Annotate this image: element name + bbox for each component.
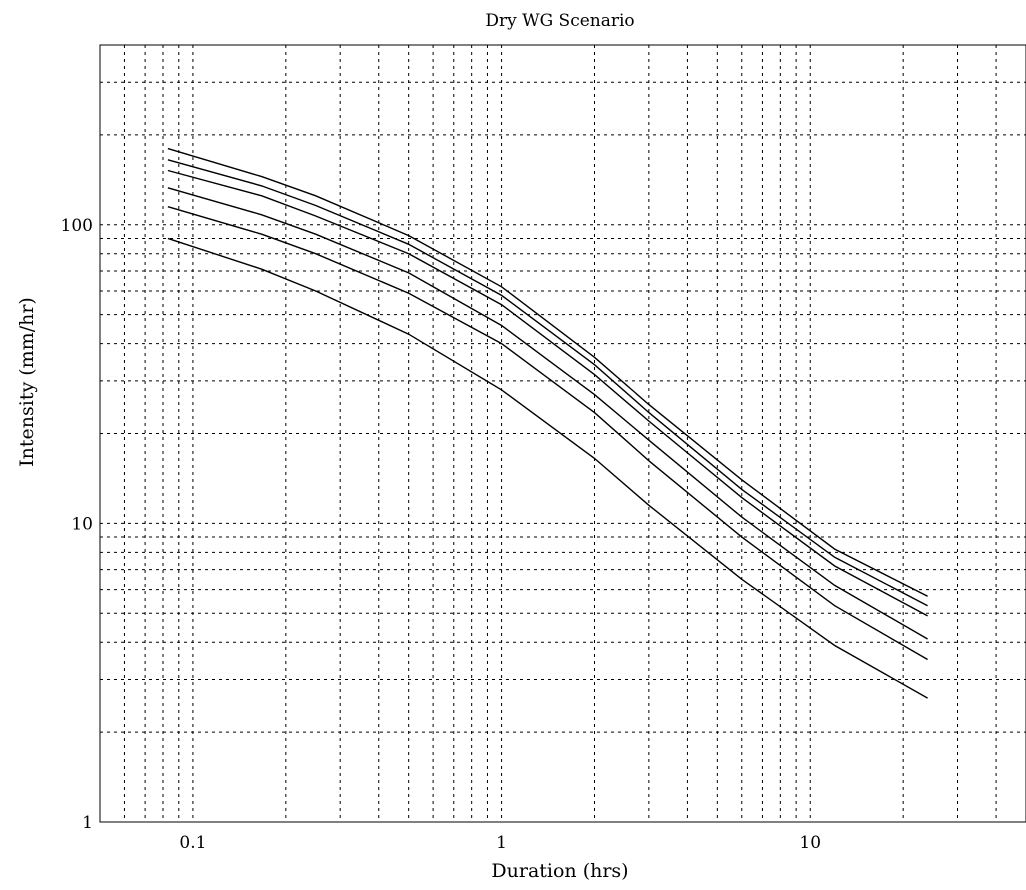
y-axis-title: Intensity (mm/hr) <box>16 297 38 467</box>
series-line-1 <box>167 147 928 597</box>
series-line-5 <box>167 206 928 661</box>
x-axis-title: Duration (hrs) <box>491 860 628 882</box>
x-tick-label: 0.1 <box>179 833 206 853</box>
y-tick-label: 10 <box>71 514 93 534</box>
y-tick-label: 100 <box>61 216 93 236</box>
grid <box>100 45 1026 822</box>
x-tick-label: 1 <box>496 833 507 853</box>
series-lines <box>167 147 928 699</box>
chart-title: Dry WG Scenario <box>485 11 634 31</box>
tick-labels: 0.1 1 10 1 10 100 <box>61 216 822 853</box>
x-tick-label: 10 <box>799 833 821 853</box>
series-line-3 <box>167 169 928 617</box>
series-line-2 <box>167 159 928 607</box>
series-line-4 <box>167 187 928 640</box>
y-tick-label: 1 <box>82 813 93 833</box>
series-line-6 <box>167 237 928 699</box>
plot-area <box>99 44 1026 823</box>
